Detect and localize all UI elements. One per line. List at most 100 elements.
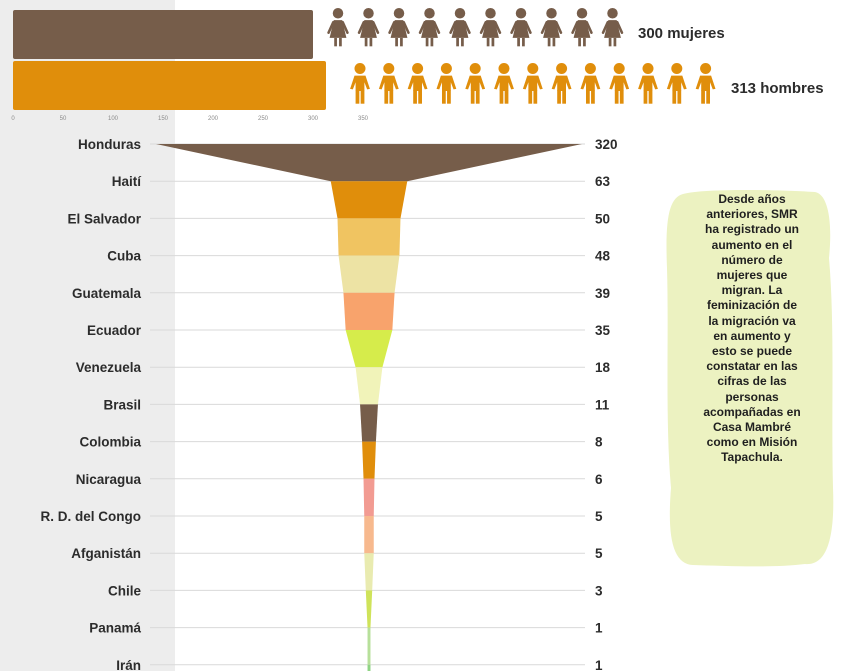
leg — [339, 37, 342, 47]
torso — [378, 75, 399, 92]
torso — [609, 75, 630, 92]
man-icon — [407, 63, 428, 104]
dress — [512, 20, 530, 38]
man-icon — [638, 63, 658, 104]
man-icon — [494, 63, 514, 104]
leg — [360, 90, 365, 104]
head — [576, 8, 588, 19]
gender-bar-chart: 0 50 100 150 200 250 300 350 300 mujeres 313 homb… — [11, 8, 824, 122]
man-icon — [465, 63, 486, 104]
funnel-segment-Haití — [330, 181, 408, 219]
leg — [578, 37, 581, 47]
axis-tick-label: 50 — [60, 116, 67, 122]
leg — [400, 37, 403, 47]
axis-tick-label: 300 — [308, 116, 319, 122]
funnel-segment-Irán — [367, 664, 371, 671]
torso — [522, 75, 543, 92]
women-count-label: 300 mujeres — [638, 25, 725, 42]
dress — [451, 20, 469, 38]
torso — [580, 75, 601, 92]
funnel-segment-Cuba — [338, 255, 400, 293]
man-icon — [350, 63, 370, 104]
woman-icon — [479, 8, 502, 47]
arm — [449, 20, 457, 34]
woman-icon — [388, 8, 410, 47]
torso — [638, 75, 658, 92]
head — [556, 63, 568, 74]
head — [527, 63, 539, 74]
dress — [543, 20, 560, 38]
man-icon — [580, 63, 601, 104]
head — [642, 63, 654, 74]
leg — [447, 90, 451, 104]
leg — [562, 90, 566, 104]
woman-icon — [449, 8, 471, 47]
country-label: Nicaragua — [76, 472, 142, 487]
funnel-segment-Nicaragua — [363, 478, 375, 516]
country-label: Ecuador — [87, 323, 142, 338]
country-funnel-chart — [156, 144, 582, 671]
head — [424, 8, 435, 19]
leg — [643, 90, 648, 104]
country-value-label: 39 — [595, 286, 610, 301]
country-label: R. D. del Congo — [41, 509, 142, 524]
country-value-label: 320 — [595, 137, 618, 152]
head — [485, 8, 496, 19]
head — [469, 63, 481, 74]
man-icon — [436, 63, 457, 104]
funnel-segment-El Salvador — [337, 218, 401, 256]
leg — [384, 90, 389, 104]
leg — [425, 37, 429, 47]
torso — [551, 75, 572, 92]
funnel-segment-Venezuela — [355, 367, 383, 405]
arm — [327, 20, 335, 34]
leg — [613, 37, 617, 47]
country-value-label: 48 — [595, 249, 611, 264]
leg — [586, 90, 590, 104]
country-value-label: 5 — [595, 546, 603, 561]
torso — [350, 75, 370, 92]
leg — [395, 37, 398, 47]
torso — [465, 75, 486, 92]
woman-icon — [418, 8, 441, 47]
arm — [540, 20, 549, 34]
funnel-segment-Afganistán — [364, 553, 374, 591]
head — [332, 8, 344, 19]
man-icon — [522, 63, 543, 104]
country-value-label: 8 — [595, 435, 603, 450]
country-label: Colombia — [79, 435, 141, 450]
leg — [456, 37, 459, 47]
leg — [486, 37, 490, 47]
leg — [461, 37, 464, 47]
man-icon — [666, 63, 687, 104]
country-label: Chile — [108, 583, 141, 598]
axis-tick-label: 250 — [258, 116, 269, 122]
head — [700, 63, 712, 74]
country-value-label: 63 — [595, 174, 611, 189]
note-text: Desde años anteriores, SMR ha registrado… — [703, 192, 801, 465]
leg — [364, 37, 368, 47]
left-band — [0, 0, 175, 671]
bar-mujeres — [13, 10, 313, 59]
leg — [389, 90, 394, 104]
leg — [355, 90, 360, 104]
leg — [619, 90, 624, 104]
arm — [418, 20, 427, 34]
leg — [369, 37, 373, 47]
country-label: Haití — [112, 174, 143, 189]
country-value-label: 1 — [595, 658, 603, 671]
leg — [701, 90, 705, 104]
woman-icon — [601, 8, 624, 47]
head — [498, 63, 510, 74]
arm — [371, 20, 380, 34]
country-value-label: 3 — [595, 583, 603, 598]
leg — [648, 90, 653, 104]
leg — [608, 37, 612, 47]
country-value-label: 50 — [595, 211, 610, 226]
arm — [463, 20, 471, 34]
funnel-segment-Colombia — [362, 441, 376, 479]
head — [613, 63, 625, 74]
woman-icon — [571, 8, 593, 47]
man-icon — [551, 63, 572, 104]
